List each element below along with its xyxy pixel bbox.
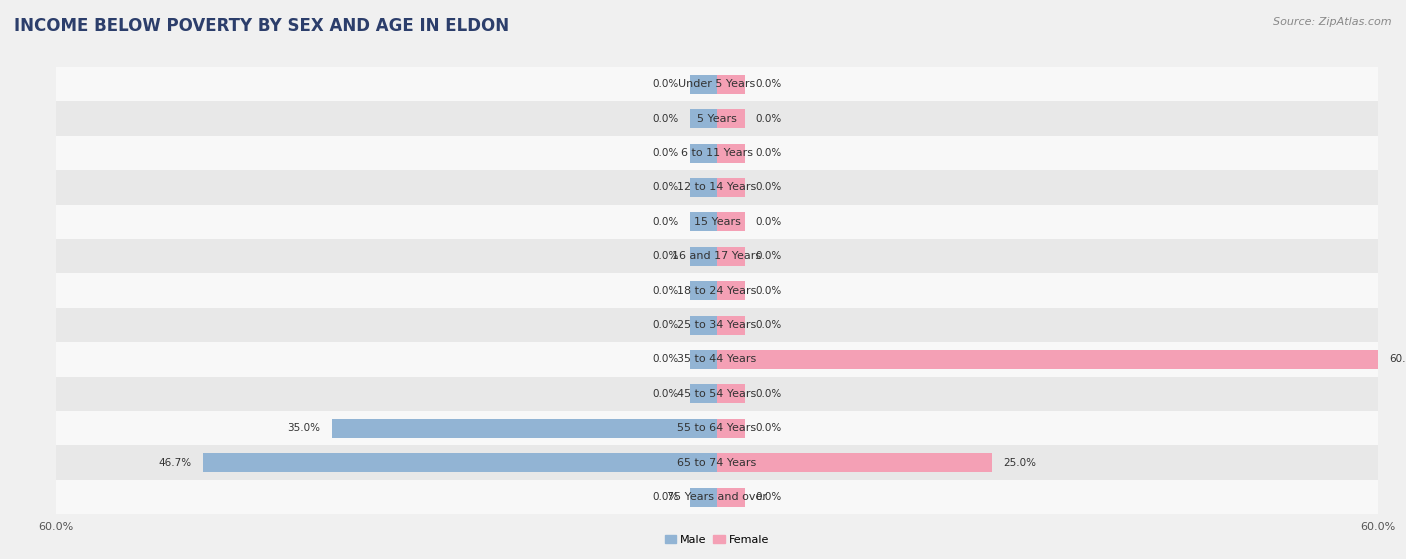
Bar <box>689 212 717 231</box>
Bar <box>717 109 745 128</box>
Text: 65 to 74 Years: 65 to 74 Years <box>678 458 756 468</box>
Bar <box>56 308 1378 342</box>
Bar <box>717 487 745 506</box>
Text: Source: ZipAtlas.com: Source: ZipAtlas.com <box>1274 17 1392 27</box>
Bar <box>56 377 1378 411</box>
Bar <box>689 247 717 266</box>
Text: 0.0%: 0.0% <box>755 217 782 227</box>
Bar <box>56 342 1378 377</box>
Text: 0.0%: 0.0% <box>755 148 782 158</box>
Text: 15 Years: 15 Years <box>693 217 741 227</box>
Text: 0.0%: 0.0% <box>755 286 782 296</box>
Bar <box>717 247 745 266</box>
Bar <box>717 385 745 404</box>
Text: 5 Years: 5 Years <box>697 113 737 124</box>
Bar <box>717 212 745 231</box>
Legend: Male, Female: Male, Female <box>661 530 773 549</box>
Bar <box>717 75 745 94</box>
Text: 55 to 64 Years: 55 to 64 Years <box>678 423 756 433</box>
Text: 0.0%: 0.0% <box>755 492 782 502</box>
Bar <box>332 419 717 438</box>
Bar <box>202 453 717 472</box>
Text: 45 to 54 Years: 45 to 54 Years <box>678 389 756 399</box>
Bar <box>689 144 717 163</box>
Text: 0.0%: 0.0% <box>652 320 679 330</box>
Bar <box>717 453 993 472</box>
Text: 16 and 17 Years: 16 and 17 Years <box>672 252 762 261</box>
Text: 0.0%: 0.0% <box>755 182 782 192</box>
Bar <box>56 205 1378 239</box>
Text: 35.0%: 35.0% <box>288 423 321 433</box>
Text: 0.0%: 0.0% <box>652 79 679 89</box>
Bar <box>56 136 1378 170</box>
Text: 0.0%: 0.0% <box>755 423 782 433</box>
Text: 35 to 44 Years: 35 to 44 Years <box>678 354 756 364</box>
Text: 46.7%: 46.7% <box>159 458 191 468</box>
Text: 60.0%: 60.0% <box>1389 354 1406 364</box>
Text: 0.0%: 0.0% <box>652 286 679 296</box>
Bar <box>689 385 717 404</box>
Bar <box>56 273 1378 308</box>
Bar <box>717 144 745 163</box>
Text: 0.0%: 0.0% <box>755 79 782 89</box>
Bar <box>689 487 717 506</box>
Bar <box>689 109 717 128</box>
Text: 0.0%: 0.0% <box>652 217 679 227</box>
Bar <box>56 446 1378 480</box>
Text: 12 to 14 Years: 12 to 14 Years <box>678 182 756 192</box>
Bar <box>717 350 1378 369</box>
Text: 25 to 34 Years: 25 to 34 Years <box>678 320 756 330</box>
Bar <box>717 316 745 334</box>
Bar <box>717 419 745 438</box>
Text: 0.0%: 0.0% <box>652 389 679 399</box>
Text: 75 Years and over: 75 Years and over <box>666 492 768 502</box>
Text: Under 5 Years: Under 5 Years <box>679 79 755 89</box>
Bar <box>56 411 1378 446</box>
Bar <box>56 239 1378 273</box>
Bar <box>689 178 717 197</box>
Bar <box>56 102 1378 136</box>
Text: 0.0%: 0.0% <box>652 492 679 502</box>
Bar <box>717 281 745 300</box>
Text: 0.0%: 0.0% <box>652 182 679 192</box>
Bar <box>717 178 745 197</box>
Text: 25.0%: 25.0% <box>1004 458 1036 468</box>
Bar <box>56 170 1378 205</box>
Bar <box>689 281 717 300</box>
Bar <box>689 350 717 369</box>
Text: INCOME BELOW POVERTY BY SEX AND AGE IN ELDON: INCOME BELOW POVERTY BY SEX AND AGE IN E… <box>14 17 509 35</box>
Text: 18 to 24 Years: 18 to 24 Years <box>678 286 756 296</box>
Bar <box>689 75 717 94</box>
Text: 6 to 11 Years: 6 to 11 Years <box>681 148 754 158</box>
Text: 0.0%: 0.0% <box>755 320 782 330</box>
Text: 0.0%: 0.0% <box>652 252 679 261</box>
Text: 0.0%: 0.0% <box>652 148 679 158</box>
Text: 0.0%: 0.0% <box>652 113 679 124</box>
Bar <box>56 67 1378 102</box>
Text: 0.0%: 0.0% <box>755 113 782 124</box>
Bar <box>689 316 717 334</box>
Text: 0.0%: 0.0% <box>755 389 782 399</box>
Text: 0.0%: 0.0% <box>652 354 679 364</box>
Bar <box>56 480 1378 514</box>
Text: 0.0%: 0.0% <box>755 252 782 261</box>
